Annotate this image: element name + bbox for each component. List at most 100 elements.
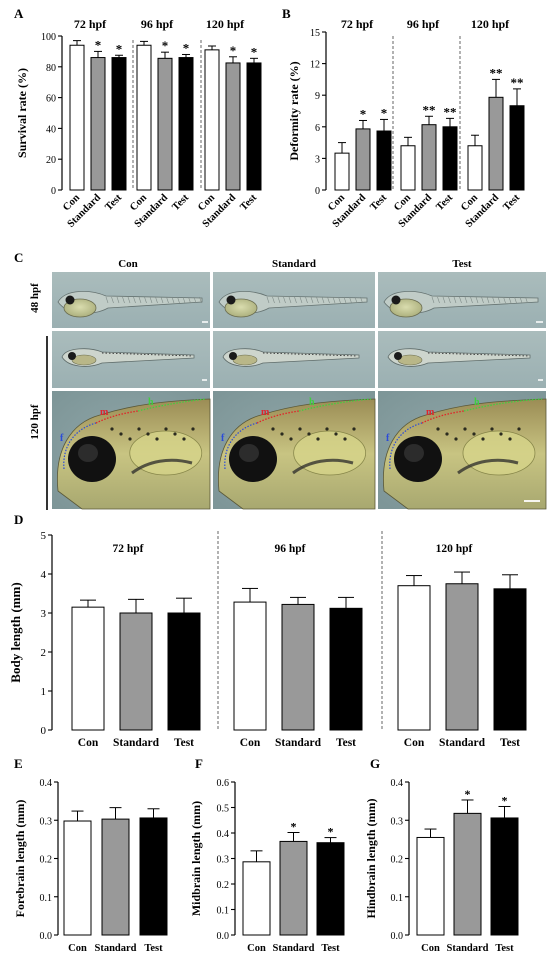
significance-mark: ** [490,65,503,80]
somite [327,296,330,304]
somite [193,296,197,304]
somite [321,296,325,304]
somite [354,296,358,304]
y-axis-label: Survival rate (%) [15,68,29,158]
somite [525,296,528,304]
micro-col-label-standard: Standard [272,258,316,270]
y-axis-label: Body length (mm) [8,582,23,682]
bar-test [376,130,392,191]
eye-highlight [404,444,424,462]
melanophore [352,427,356,431]
somite [127,296,131,304]
y-tick-label: 0 [315,186,320,197]
bar-con [416,836,445,936]
significance-mark: * [230,43,237,58]
midbrain-trace [95,410,139,424]
larva-eye [391,295,401,305]
somite [464,296,468,304]
somite [288,296,292,304]
somite [475,296,479,304]
larva-eye [394,352,402,360]
y-tick-label: 0.0 [391,931,404,942]
hindbrain-trace [137,398,207,412]
melanophore [436,427,440,431]
melanophore [334,432,338,436]
melanophore [481,437,485,441]
bar-con [233,601,267,731]
melanophore [325,427,329,431]
bar-test [111,57,127,191]
larva-eye [68,352,76,360]
somite [514,296,517,304]
melanophore [343,437,347,441]
forebrain-trace [389,422,423,470]
x-tick-label: Test [368,192,389,213]
panel-label-b: B [282,6,291,21]
larva-body [222,348,360,367]
y-tick-label: 3 [41,608,47,620]
bar-con [334,152,350,191]
melanophore [472,432,476,436]
bar-test [509,105,525,191]
bar-con [71,606,105,731]
bar-standard [453,812,482,936]
hindbrain-trace [463,398,543,412]
group-title: 96 hpf [407,17,440,31]
y-axis-label: Midbrain length (mm) [189,801,203,916]
bar-con [242,861,271,936]
larva-body [387,348,531,367]
y-axis-label: Hindbrain length (mm) [364,798,378,918]
bar-test [329,607,363,731]
significance-mark: * [95,37,102,52]
forebrain-label: f [386,433,390,444]
melanophore [298,427,302,431]
significance-mark: * [465,787,471,801]
midbrain-label: m [261,407,270,418]
significance-mark: ** [444,104,457,119]
midbrain-trace [256,410,300,424]
pigment-line [262,352,358,357]
y-tick-label: 15 [310,28,320,39]
melanophore [271,427,275,431]
forebrain-length-chart: 0.0 0.1 0.2 0.3 0.4 Forebrain length (mm) Con S… [13,778,168,954]
jaw-line [457,458,519,475]
x-tick-label: Test [501,192,522,213]
y-tick-label: 0.3 [391,816,404,827]
y-tick-label: 80 [46,63,56,74]
y-tick-label: 2 [41,647,47,659]
bar-standard [355,128,371,191]
significance-mark: * [381,105,388,120]
x-tick-label: Test [500,737,520,749]
y-tick-label: 0.1 [40,893,53,904]
significance-mark: * [251,44,258,59]
larva-eye [229,352,237,360]
hindbrain-label: h [474,397,480,408]
melanophore [463,427,467,431]
bar-standard [119,612,153,731]
somite [437,296,440,304]
microscopy-panel: Con Standard Test 48 hpf 120 hpf f m h f m h f… [29,258,547,510]
x-tick-label: Test [103,192,124,213]
micro-row-label-120hpf: 120 hpf [29,404,41,439]
x-tick-label: Standard [275,737,322,749]
somite [470,296,473,304]
melanophore [128,437,132,441]
forebrain-label: f [221,433,225,444]
somite [116,296,120,304]
melanophore [191,427,195,431]
somite [283,296,286,304]
group-title: 96 hpf [141,17,174,31]
bar-con [400,145,416,191]
group-title: 120 hpf [436,543,473,555]
somite [508,296,512,304]
significance-mark: * [183,40,190,55]
y-tick-label: 0.2 [391,855,404,866]
somite [149,296,153,304]
bar-test [493,588,527,731]
melanophore [454,437,458,441]
midbrain-label: m [100,407,109,418]
somite [266,296,270,304]
